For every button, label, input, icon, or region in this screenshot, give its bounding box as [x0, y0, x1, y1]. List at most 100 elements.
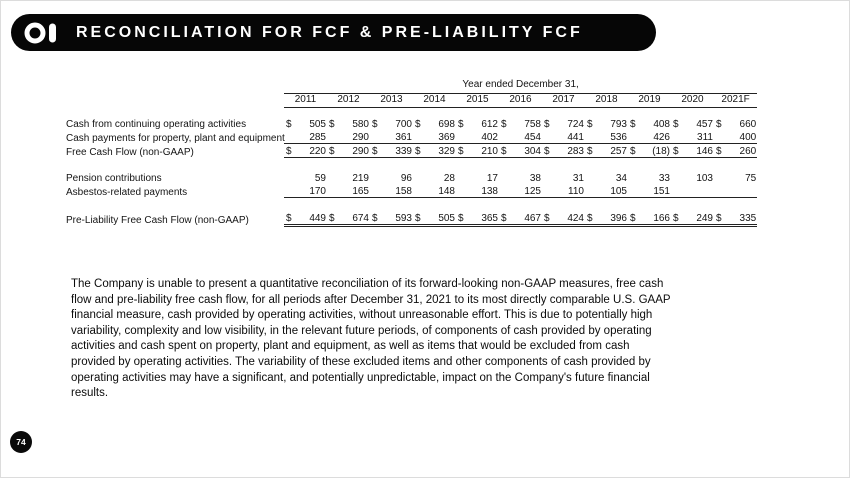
currency-symbol: $	[628, 211, 643, 227]
year-header-row: 2011 2012 2013 2014 2015 2016 2017 2018 2019 2020…	[66, 93, 758, 108]
value-cell: (18)	[643, 143, 671, 158]
currency-symbol: $	[286, 118, 292, 130]
value-cell: 793	[610, 118, 627, 130]
value-cell: 612	[481, 118, 498, 130]
value-cell: 151	[643, 183, 671, 198]
value-cell: 38	[529, 172, 541, 184]
currency-symbol	[370, 170, 385, 184]
value-cell: 165	[342, 183, 370, 198]
row-label: Free Cash Flow (non-GAAP)	[66, 146, 194, 158]
year-column-header: 2016	[499, 93, 542, 108]
value-cell	[686, 183, 714, 198]
corner-cell	[66, 94, 284, 108]
value-cell: 103	[696, 172, 713, 184]
year-column-header: 2020	[671, 93, 714, 108]
currency-symbol: $	[329, 118, 335, 130]
value-cell: 361	[385, 129, 413, 144]
currency-symbol: $	[456, 143, 471, 158]
currency-symbol: $	[544, 118, 550, 130]
value-cell: 249	[686, 211, 714, 227]
value-cell: 329	[428, 143, 456, 158]
value-cell: 339	[385, 143, 413, 158]
currency-symbol: $	[284, 143, 299, 158]
currency-symbol	[542, 170, 557, 184]
currency-symbol: $	[370, 143, 385, 158]
currency-symbol: $	[284, 211, 299, 227]
row-label: Cash payments for property, plant and eq…	[66, 132, 285, 144]
currency-symbol	[628, 183, 643, 198]
currency-symbol	[456, 129, 471, 144]
currency-symbol: $	[370, 211, 385, 227]
value-cell: 219	[352, 172, 369, 184]
value-cell: 698	[438, 118, 455, 130]
value-cell: 17	[486, 172, 498, 184]
value-cell: 105	[600, 183, 628, 198]
value-cell: 396	[600, 211, 628, 227]
value-cell: 369	[428, 129, 456, 144]
table-row: Cash from continuing operating activitie…	[66, 116, 757, 130]
value-cell: 400	[729, 129, 758, 144]
table-row: Pension contributions 59 219 96 28 17 38 31 34 33…	[66, 170, 757, 184]
value-cell: 146	[686, 143, 714, 158]
value-cell: 402	[471, 129, 499, 144]
currency-symbol	[499, 170, 514, 184]
currency-symbol: $	[413, 143, 428, 158]
value-cell: 457	[696, 118, 713, 130]
currency-symbol	[327, 129, 342, 144]
currency-symbol: $	[499, 211, 514, 227]
currency-symbol	[413, 170, 428, 184]
header-bar: RECONCILIATION FOR FCF & PRE-LIABILITY F…	[11, 14, 656, 51]
currency-symbol	[499, 183, 514, 198]
currency-symbol: $	[542, 143, 557, 158]
value-cell: 467	[514, 211, 542, 227]
value-cell: 426	[643, 129, 671, 144]
slide-title: RECONCILIATION FOR FCF & PRE-LIABILITY F…	[76, 23, 583, 41]
oi-logo-icon	[24, 21, 60, 45]
spacer-row	[66, 158, 757, 170]
value-cell: 148	[428, 183, 456, 198]
currency-symbol: $	[714, 211, 729, 227]
currency-symbol	[456, 183, 471, 198]
value-cell: 441	[557, 129, 585, 144]
value-cell: 34	[615, 172, 627, 184]
caption-row: Year ended December 31,	[66, 79, 758, 94]
value-cell: 96	[400, 172, 412, 184]
value-cell: 260	[729, 143, 758, 158]
value-cell: 660	[739, 118, 757, 130]
currency-symbol	[542, 129, 557, 144]
currency-symbol: $	[673, 118, 679, 130]
value-cell: 724	[567, 118, 584, 130]
currency-symbol: $	[327, 211, 342, 227]
value-cell: 580	[352, 118, 369, 130]
value-cell: 138	[471, 183, 499, 198]
table-row: Asbestos-related payments 170 165 158 148 138…	[66, 183, 758, 198]
value-cell: 408	[653, 118, 670, 130]
currency-symbol: $	[628, 143, 643, 158]
value-cell: 210	[471, 143, 499, 158]
value-cell: 28	[443, 172, 455, 184]
table-caption: Year ended December 31,	[284, 79, 758, 94]
value-cell: 674	[342, 211, 370, 227]
currency-symbol: $	[714, 143, 729, 158]
currency-symbol: $	[456, 211, 471, 227]
spacer-row	[66, 108, 757, 116]
currency-symbol: $	[327, 143, 342, 158]
currency-symbol: $	[501, 118, 507, 130]
value-cell: 365	[471, 211, 499, 227]
currency-symbol	[628, 129, 643, 144]
value-cell: 536	[600, 129, 628, 144]
value-cell: 110	[557, 183, 585, 198]
year-column-header: 2013	[370, 93, 413, 108]
currency-symbol	[714, 170, 729, 184]
value-cell: 166	[643, 211, 671, 227]
year-column-header: 2021F	[714, 93, 758, 108]
value-cell: 59	[314, 172, 326, 184]
currency-symbol	[499, 129, 514, 144]
value-cell: 75	[745, 172, 757, 184]
currency-symbol: $	[671, 211, 686, 227]
currency-symbol	[585, 129, 600, 144]
currency-symbol: $	[585, 143, 600, 158]
value-cell: 220	[299, 143, 327, 158]
row-label: Pre-Liability Free Cash Flow (non-GAAP)	[66, 214, 249, 226]
